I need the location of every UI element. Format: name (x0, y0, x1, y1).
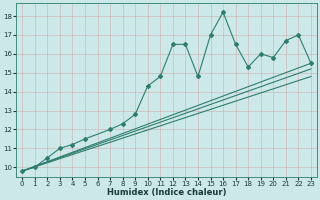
X-axis label: Humidex (Indice chaleur): Humidex (Indice chaleur) (107, 188, 226, 197)
